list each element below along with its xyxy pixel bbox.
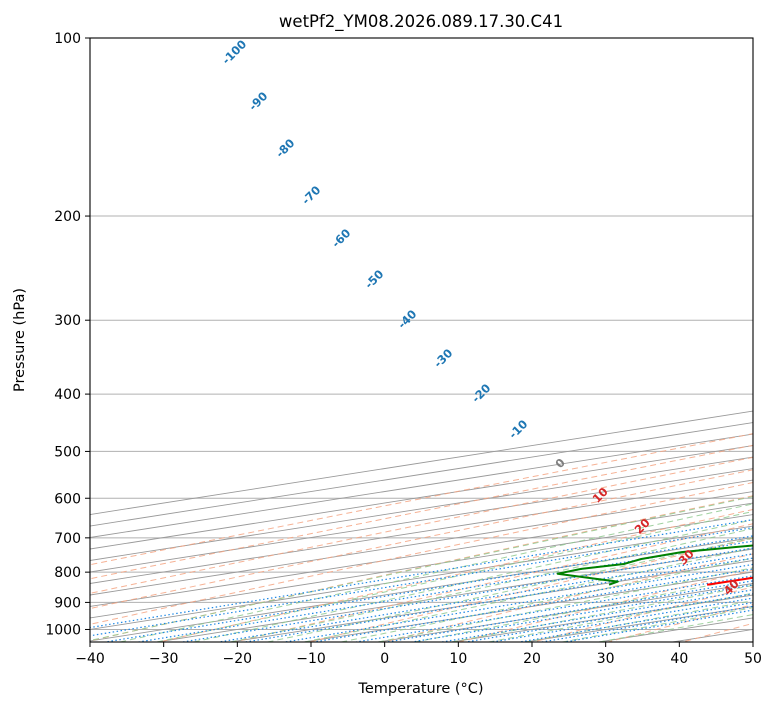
x-tick-label: 30 — [597, 651, 615, 667]
dry-adiabat-line — [308, 537, 753, 642]
x-tick-label: −20 — [223, 651, 253, 667]
isotherm-line — [90, 491, 753, 596]
mixing-ratio-lines — [90, 519, 753, 642]
isotherm-line — [90, 468, 753, 573]
x-tick-label: 50 — [744, 651, 762, 667]
moist-adiabat-line — [341, 557, 753, 642]
dry-adiabat-lines — [90, 433, 753, 642]
x-tick-label: 10 — [449, 651, 467, 667]
y-tick-label: 600 — [54, 491, 81, 507]
x-tick-label: 40 — [670, 651, 688, 667]
mixing-ratio-line — [90, 526, 753, 637]
dry-adiabat-line — [90, 469, 753, 610]
mixing-ratio-line — [519, 601, 753, 642]
y-tick-label: 500 — [54, 444, 81, 460]
mixing-ratio-line — [411, 584, 753, 642]
x-tick-label: −10 — [296, 651, 326, 667]
moist-adiabat-line — [267, 537, 753, 642]
moist-adiabat-line — [488, 592, 753, 642]
y-tick-label: 400 — [54, 387, 81, 403]
x-tick-label: −30 — [149, 651, 179, 667]
mixing-ratio-line — [90, 519, 753, 629]
moist-adiabat-line — [90, 496, 753, 642]
y-axis-ticks: 100 200 300 400 500 600 700 800 900 1000 — [45, 31, 90, 638]
y-tick-label: 300 — [54, 313, 81, 329]
y-axis-label: Pressure (hPa) — [12, 288, 28, 392]
isotherm-line — [90, 537, 753, 642]
mixing-ratio-line — [564, 609, 753, 642]
dry-adiabat-line — [90, 444, 753, 580]
y-tick-label: 1000 — [45, 622, 81, 638]
mixing-ratio-line — [465, 593, 753, 642]
profile-series — [556, 544, 753, 586]
y-tick-label: 900 — [54, 595, 81, 611]
moist-adiabat-line — [156, 511, 753, 642]
moist-adiabat-line — [414, 576, 753, 642]
mixing-ratio-line — [218, 553, 753, 642]
chart-title: wetPf2_YM08.2026.089.17.30.C41 — [279, 12, 563, 32]
mixing-ratio-line — [138, 540, 753, 642]
y-tick-label: 800 — [54, 565, 81, 581]
y-tick-label: 100 — [54, 31, 81, 47]
plot-frame — [89, 37, 754, 643]
isotherm-line — [90, 502, 753, 607]
dewpoint-line — [556, 544, 753, 586]
dry-adiabat-line — [159, 508, 753, 642]
x-tick-label: 0 — [380, 651, 389, 667]
dry-adiabat-line — [234, 523, 753, 642]
y-tick-label: 700 — [54, 531, 81, 547]
isotherm-line — [90, 445, 753, 550]
x-axis-ticks: −40 −30 −20 −10 0 10 20 30 40 50 — [75, 642, 762, 667]
dry-adiabat-line — [90, 456, 753, 594]
isotherm-line — [90, 456, 753, 561]
x-tick-label: 20 — [523, 651, 541, 667]
x-tick-label: −40 — [75, 651, 105, 667]
pressure-grid — [90, 38, 753, 630]
mixing-ratio-line — [284, 563, 753, 642]
isotherm-line — [90, 479, 753, 584]
x-axis-label: Temperature (°C) — [357, 681, 483, 697]
y-tick-label: 200 — [54, 209, 81, 225]
